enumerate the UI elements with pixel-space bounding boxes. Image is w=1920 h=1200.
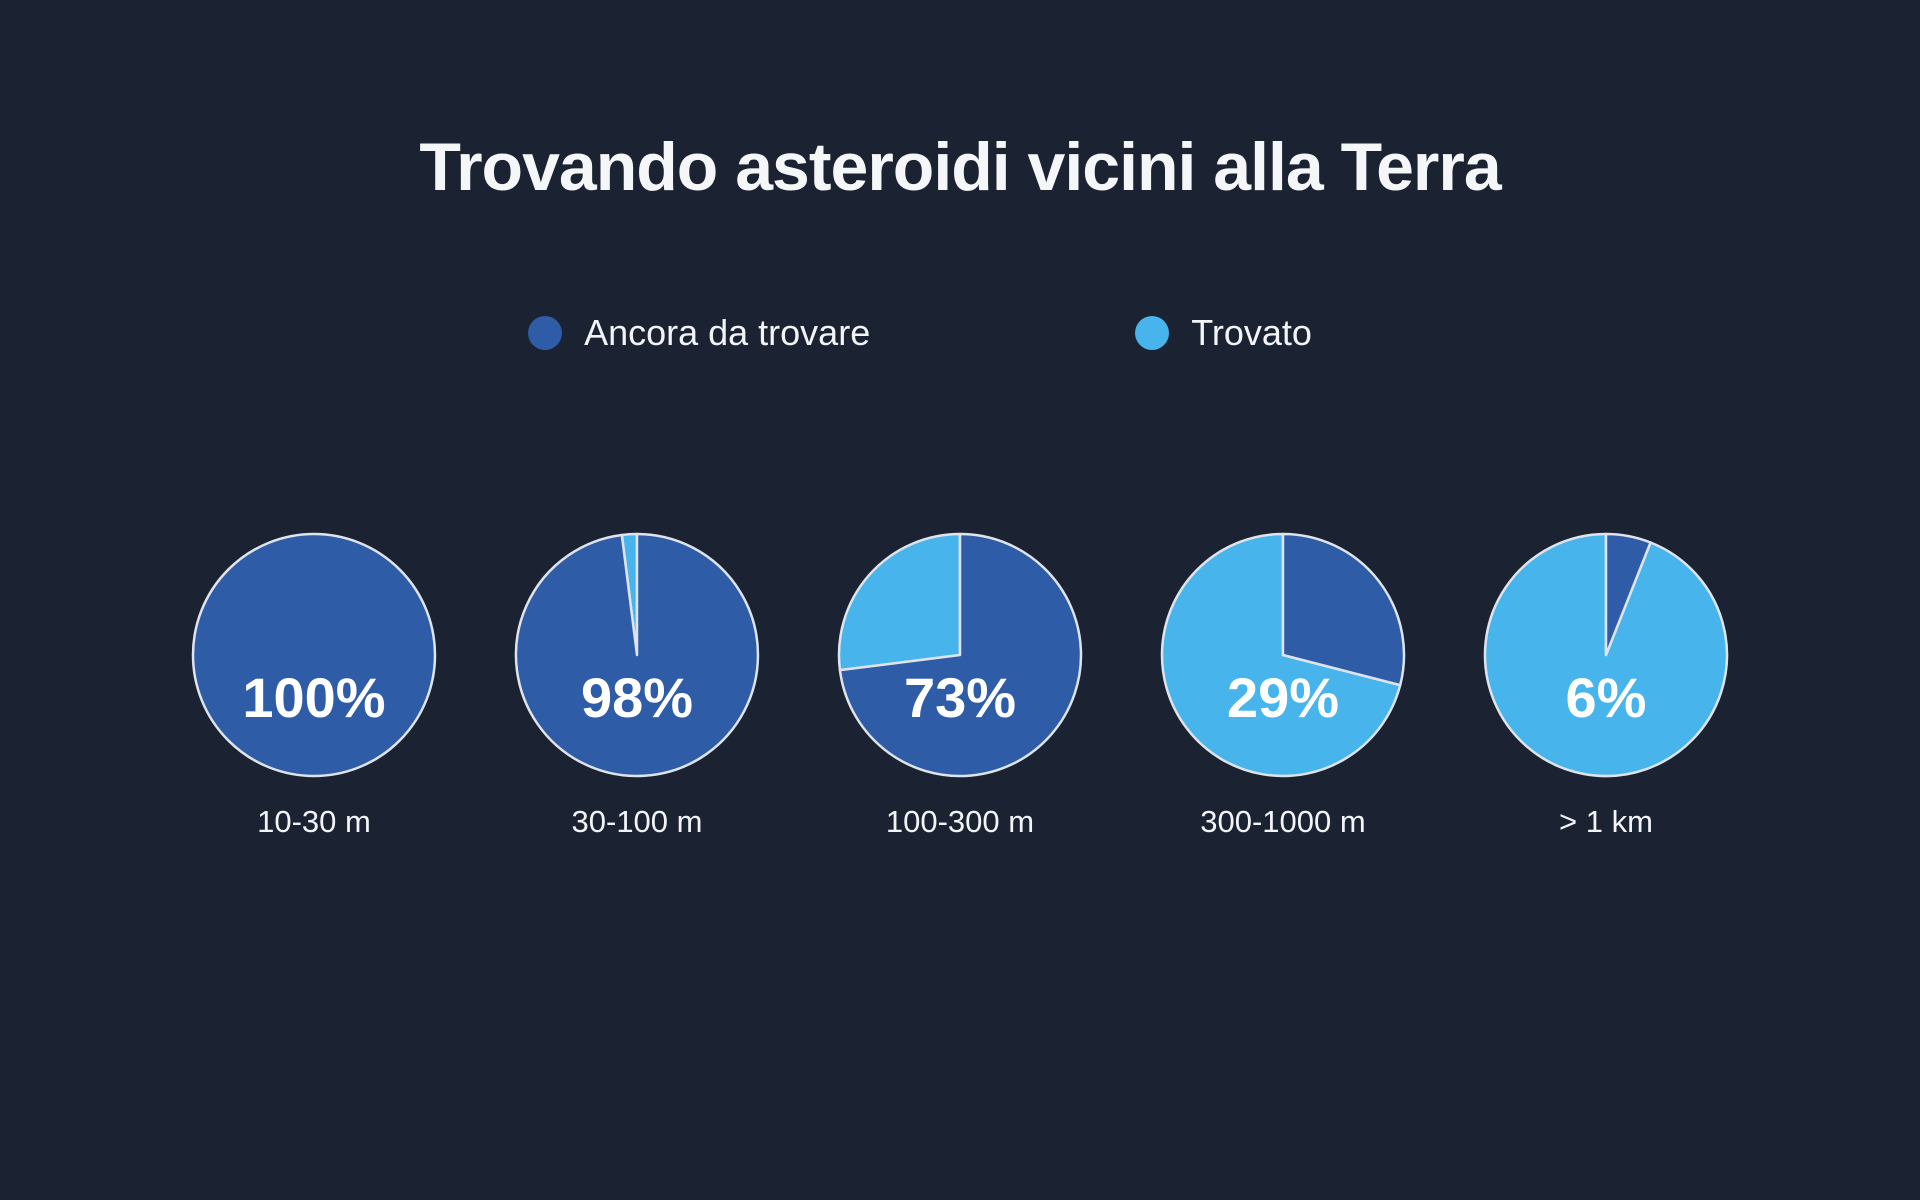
pie-svg-10-30-m — [191, 532, 437, 778]
pie-group-100-300-m: 73% 100-300 m — [837, 532, 1083, 840]
pie-1-km: 6% — [1483, 532, 1729, 778]
pie-30-100-m: 98% — [514, 532, 760, 778]
page-title: Trovando asteroidi vicini alla Terra — [419, 129, 1501, 205]
legend-swatch-ancora-da-trovare — [528, 316, 563, 350]
pie-group-1-km: 6% > 1 km — [1483, 532, 1729, 840]
legend-label-ancora-da-trovare: Ancora da trovare — [584, 312, 871, 353]
category-label-30-100-m: 30-100 m — [571, 804, 703, 839]
legend-label-trovato: Trovato — [1191, 312, 1312, 353]
pie-10-30-m: 100% — [191, 532, 437, 778]
category-label-100-300-m: 100-300 m — [885, 804, 1035, 839]
pie-group-30-100-m: 98% 30-100 m — [514, 532, 760, 840]
pie-chart-row: 100% 10-30 m 98% 30-100 m 73% 100-300 m 29% 300… — [0, 532, 1920, 840]
pie-svg-1-km — [1483, 532, 1729, 778]
legend: Ancora da trovare Trovato — [0, 312, 1880, 354]
category-label-1-km: > 1 km — [1559, 804, 1653, 839]
pie-100-300-m: 73% — [837, 532, 1083, 778]
pie-svg-300-1000-m — [1160, 532, 1406, 778]
pie-300-1000-m: 29% — [1160, 532, 1406, 778]
category-label-300-1000-m: 300-1000 m — [1200, 804, 1366, 839]
pie-svg-30-100-m — [514, 532, 760, 778]
legend-item-trovato: Trovato — [1135, 312, 1312, 354]
pie-svg-100-300-m — [837, 532, 1083, 778]
category-label-10-30-m: 10-30 m — [257, 804, 371, 839]
pie-group-10-30-m: 100% 10-30 m — [191, 532, 437, 840]
legend-swatch-trovato — [1135, 316, 1170, 350]
pie-group-300-1000-m: 29% 300-1000 m — [1160, 532, 1406, 840]
legend-item-ancora-da-trovare: Ancora da trovare — [528, 312, 870, 354]
